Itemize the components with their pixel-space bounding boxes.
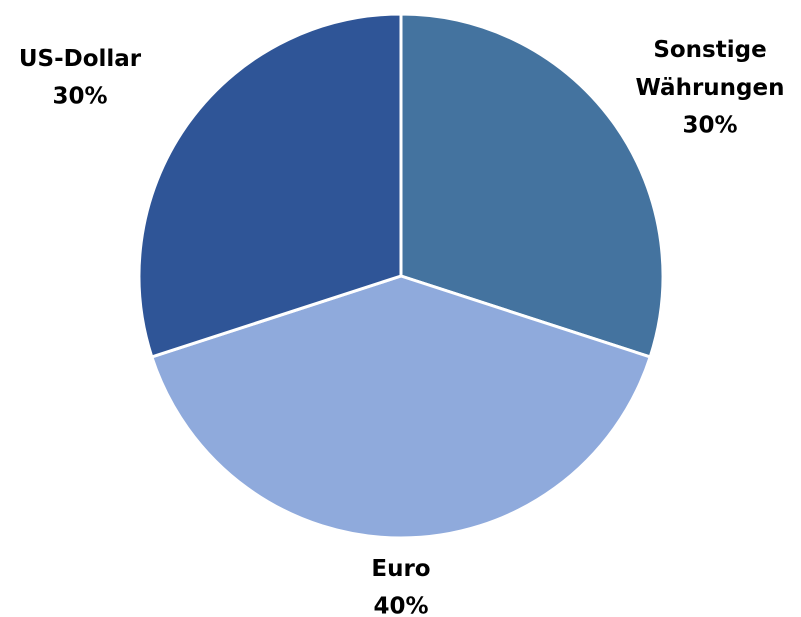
pie-slice	[150, 274, 652, 540]
value-label: 40%	[373, 594, 428, 617]
category-label-line: Sonstige	[653, 37, 766, 63]
category-label-line: Währungen	[636, 75, 785, 101]
value-label: 30%	[52, 84, 107, 110]
pie-slice	[399, 12, 665, 359]
value-label: 30%	[682, 113, 737, 139]
pie-slice	[137, 12, 403, 359]
category-label-line: Euro	[371, 556, 430, 582]
category-label-line: US-Dollar	[19, 46, 142, 72]
category-label: US-Dollar	[19, 46, 142, 72]
category-label: Euro	[371, 556, 430, 582]
category-label: Sonstige Währungen	[636, 37, 785, 101]
